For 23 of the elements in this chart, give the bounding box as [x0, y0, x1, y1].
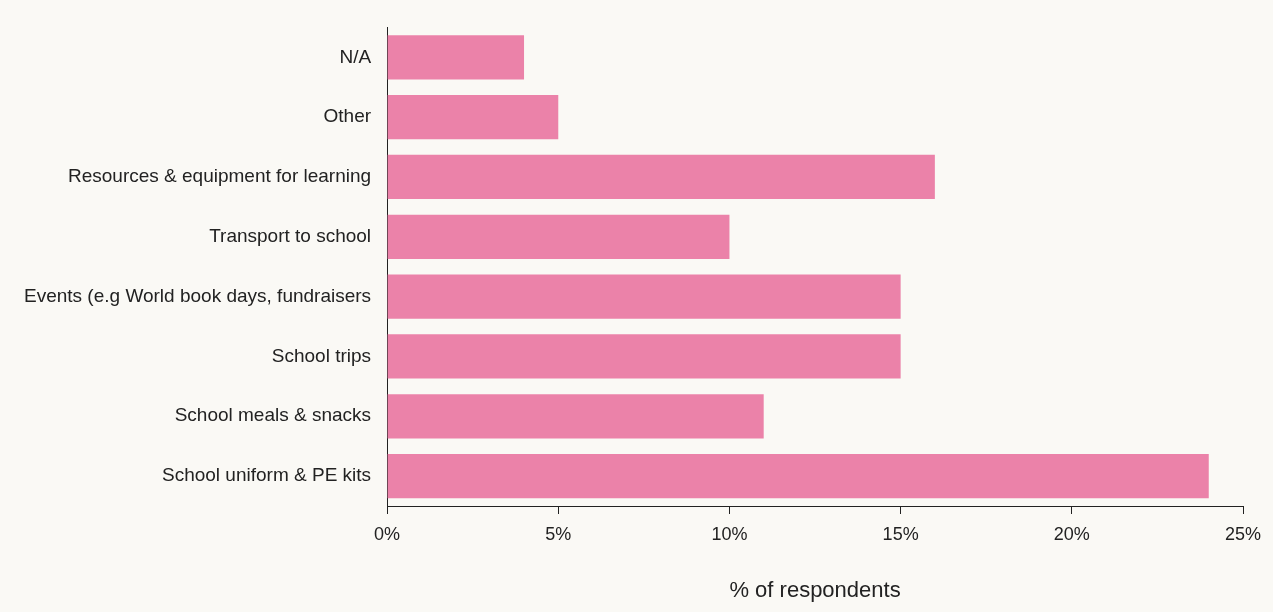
x-tick-label: 5% — [545, 523, 572, 544]
y-tick-label: Other — [323, 105, 372, 127]
y-tick-label: Events (e.g World book days, fundraisers — [24, 284, 372, 306]
bar — [387, 334, 901, 379]
bar — [387, 274, 901, 319]
bar — [387, 453, 1209, 499]
bar — [387, 394, 764, 439]
x-axis-title: % of respondents — [729, 576, 901, 602]
y-tick-label: Transport to school — [209, 225, 372, 247]
bar — [387, 95, 559, 140]
bar — [387, 214, 730, 259]
y-tick-label: School trips — [271, 344, 372, 366]
x-tick-label: 20% — [1053, 523, 1090, 544]
x-tick-label: 10% — [711, 523, 748, 544]
x-tick-label: 0% — [374, 523, 401, 544]
y-tick-label: N/A — [339, 45, 372, 67]
y-tick-label: School meals & snacks — [174, 404, 372, 426]
x-tick-label: 25% — [1224, 523, 1262, 544]
y-tick-label: Resources & equipment for learning — [67, 165, 372, 187]
x-tick-label: 15% — [882, 523, 919, 544]
bar — [387, 35, 525, 80]
bar — [387, 154, 935, 200]
y-tick-label: School uniform & PE kits — [162, 464, 372, 486]
